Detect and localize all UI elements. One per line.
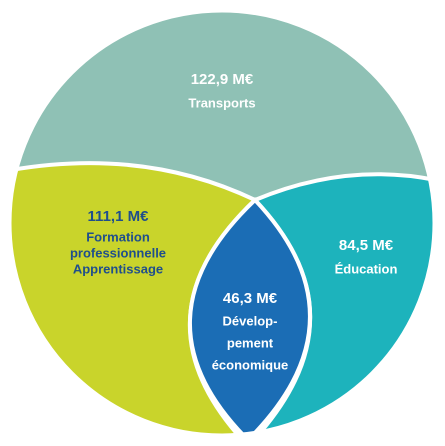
label: pement bbox=[227, 335, 274, 350]
label: Apprentissage bbox=[73, 261, 163, 276]
label: Transports bbox=[188, 95, 255, 110]
label: économique bbox=[212, 357, 289, 372]
label: professionnelle bbox=[70, 245, 166, 260]
value: 122,9 M€ bbox=[191, 71, 254, 88]
value: 111,1 M€ bbox=[88, 208, 150, 225]
label: Dévelop- bbox=[223, 313, 278, 328]
outline bbox=[8, 9, 436, 437]
label: Formation bbox=[86, 229, 150, 244]
label: Éducation bbox=[335, 261, 398, 276]
value: 84,5 M€ bbox=[339, 237, 394, 254]
value: 46,3 M€ bbox=[223, 290, 278, 307]
region-developpement bbox=[188, 197, 312, 435]
